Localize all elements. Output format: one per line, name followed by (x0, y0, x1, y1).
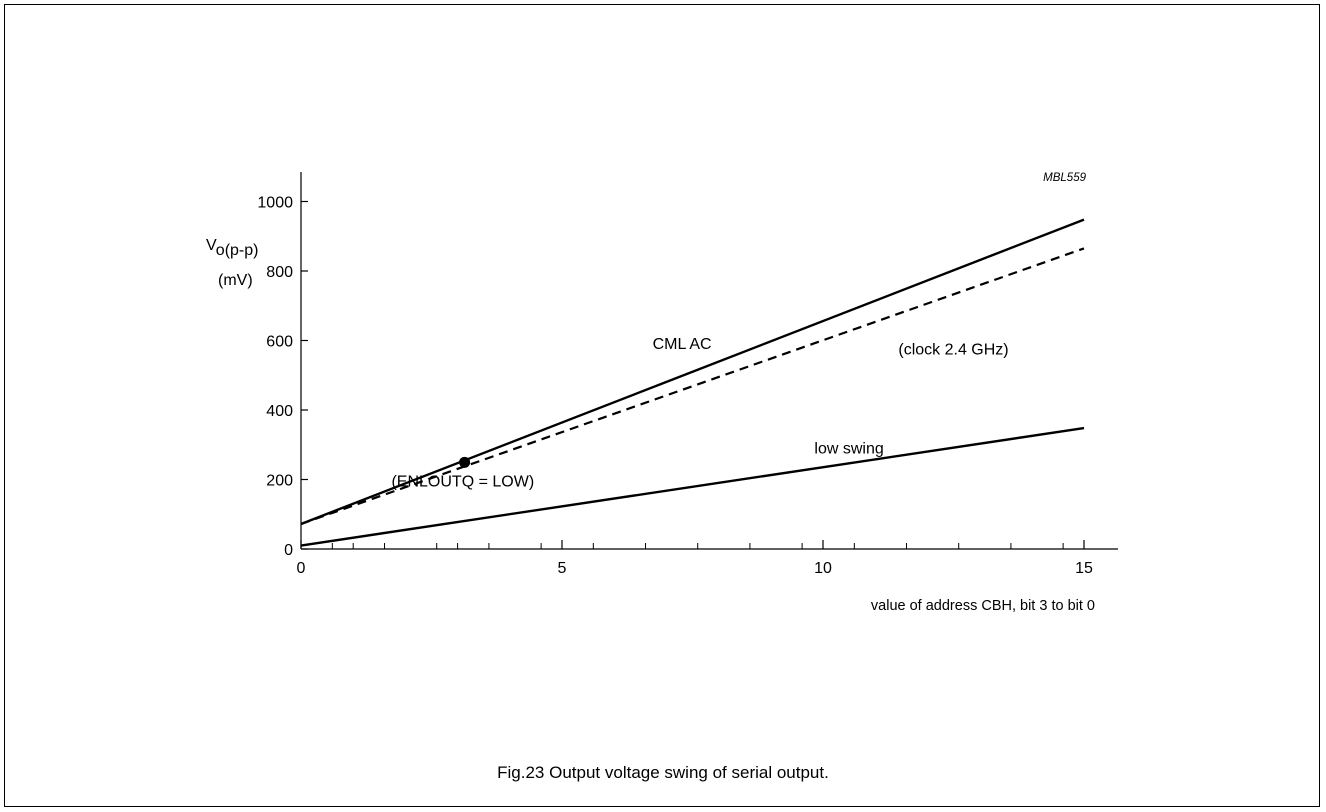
y-tick-label: 0 (284, 542, 293, 559)
figure-frame (4, 4, 1320, 807)
x-tick-label: 0 (297, 560, 306, 577)
y-axis-unit: (mV) (218, 272, 253, 289)
y-tick-label: 800 (266, 264, 293, 281)
figure-caption: Fig.23 Output voltage swing of serial ou… (497, 763, 829, 782)
series-line-0 (300, 218, 1085, 526)
series-line-1 (300, 247, 1085, 526)
y-tick-label: 400 (266, 403, 293, 420)
y-axis-label: Vo(p-p) (206, 237, 258, 259)
figure-code: MBL559 (1043, 172, 1086, 184)
y-tick-label: 600 (266, 334, 293, 351)
annotation-3: (ENLOUTQ = LOW) (391, 473, 534, 490)
x-tick-label: 10 (814, 560, 832, 577)
annotation-2: low swing (814, 440, 883, 457)
x-tick-label: 15 (1075, 560, 1093, 577)
series-line-2 (300, 426, 1085, 547)
annotation-0: CML AC (653, 336, 712, 353)
labels-group: MBL559 CML AC (clock 2.4 GHz) low swing (ENL… (391, 172, 1086, 490)
x-tick-label: 5 (558, 560, 567, 577)
series-group (300, 218, 1085, 547)
annotation-1: (clock 2.4 GHz) (898, 341, 1008, 358)
x-axis-label: value of address CBH, bit 3 to bit 0 (871, 598, 1095, 614)
axes: 0 200 400 600 800 1000 0 5 10 15 Vo(p-p) (mV) value … (206, 172, 1118, 614)
y-tick-label: 1000 (257, 195, 293, 212)
y-tick-label: 200 (266, 473, 293, 490)
marker-point-0 (459, 456, 471, 468)
